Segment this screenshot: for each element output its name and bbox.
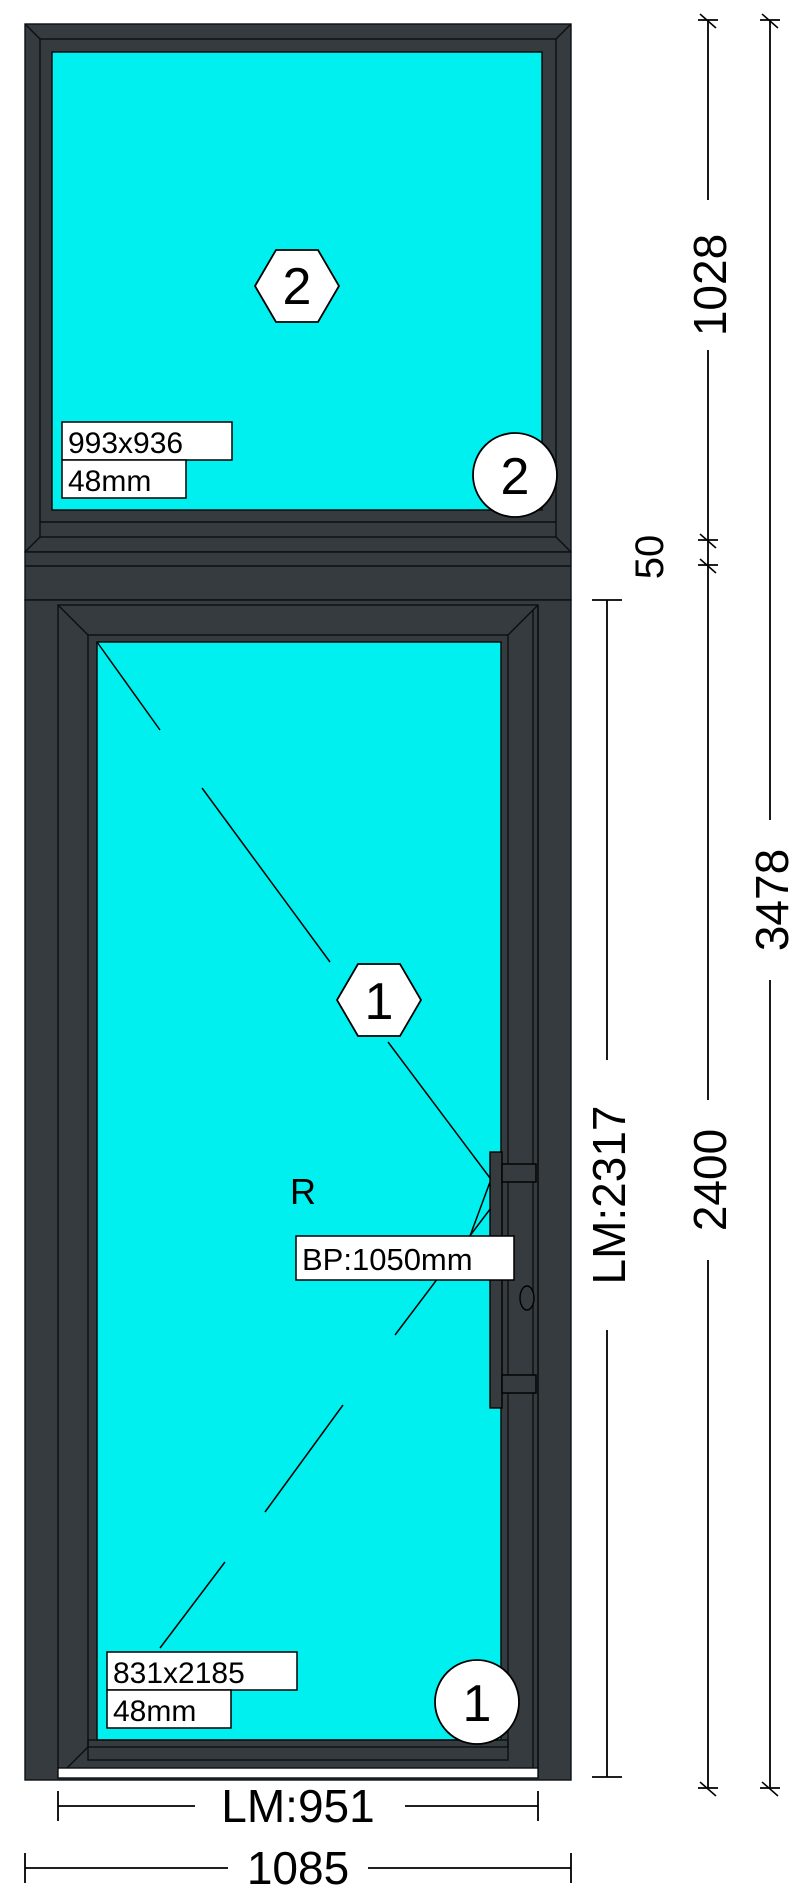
upper-frame-inner-outline: [39, 38, 557, 538]
gap-total-width: [228, 1848, 368, 1888]
upper-circle-label: 2: [501, 448, 530, 506]
dim-leaf-height: LM:2317: [583, 1105, 635, 1284]
opening-side-label: R: [290, 1171, 316, 1212]
upper-glass-thickness-box: [61, 459, 187, 499]
lower-glass-circle: [434, 1659, 520, 1745]
upper-miter-bl: [24, 536, 41, 553]
lower-circle-label: 1: [463, 1675, 492, 1733]
sash-miter-tl: [57, 604, 89, 636]
lower-glass-thickness-box: [106, 1689, 232, 1729]
dim-total-height: 3478: [746, 849, 798, 951]
upper-miter-tl: [24, 23, 41, 40]
lower-panel: 1 R BP:1050mm 831x2185 48mm 1: [24, 599, 572, 1781]
upper-hex-label: 2: [283, 258, 312, 316]
lower-position-hex: [335, 963, 423, 1037]
gap-leaf-width: [195, 1786, 405, 1826]
lower-hex-label: 1: [365, 973, 394, 1031]
handle-height: BP:1050mm: [302, 1242, 473, 1277]
lower-glass-size-box: [106, 1651, 298, 1691]
dim-transom: 50: [628, 535, 672, 580]
lower-glass: [96, 641, 502, 1741]
gap-lower-height: [690, 1100, 730, 1260]
lower-glass-thickness: 48mm: [113, 1695, 196, 1728]
upper-glass-circle: [472, 432, 558, 518]
dim-total-width: 1085: [247, 1842, 349, 1890]
lower-glass-size: 831x2185: [113, 1657, 245, 1690]
gap-leaf-height: [588, 1060, 628, 1330]
dim-upper-height: 1028: [684, 234, 736, 336]
upper-position-hex: [253, 249, 341, 323]
upper-miter-tr: [555, 23, 572, 40]
upper-miter-br: [555, 536, 572, 553]
gap-total-height: [752, 820, 792, 980]
opening-lines: [96, 641, 501, 1649]
transom-profile: [25, 552, 571, 600]
sash-inner-outline: [87, 634, 509, 1748]
transom-bar: [24, 551, 572, 601]
upper-panel: 2 993x936 48mm 2: [24, 23, 572, 553]
upper-glass-thickness: 48mm: [68, 465, 151, 498]
dim-lower-height: 2400: [684, 1129, 736, 1231]
dim-leaf-width: LM:951: [221, 1780, 374, 1832]
lower-frame-outline: [24, 599, 572, 1781]
bottom-bead: [87, 1739, 509, 1761]
gap-upper-height: [690, 200, 730, 350]
upper-glass-size: 993x936: [68, 427, 183, 460]
threshold: [57, 1767, 539, 1779]
handle-height-box: [295, 1235, 515, 1281]
